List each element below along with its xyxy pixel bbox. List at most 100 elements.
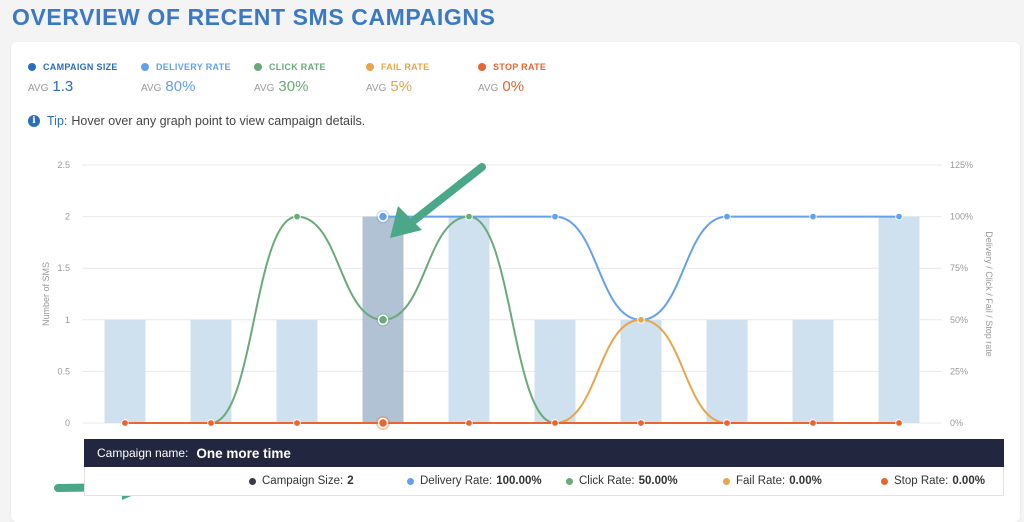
info-icon: i — [28, 115, 40, 127]
delivery-rate-point — [377, 211, 389, 222]
tooltip-item-label: Click Rate: — [579, 475, 635, 487]
stop-rate-point — [809, 419, 817, 427]
stop-rate-point — [551, 419, 559, 427]
y2-tick-label: 75% — [950, 263, 968, 273]
stat-value: 30% — [278, 78, 309, 95]
bar — [190, 319, 232, 423]
stat-value: 0% — [502, 78, 525, 95]
delivery-rate-point — [809, 212, 817, 221]
delivery-rate-point — [723, 212, 731, 221]
delivery-rate-point — [895, 212, 903, 221]
tip-line: i Tip: Hover over any graph point to vie… — [28, 114, 365, 128]
tooltip-item-campaign-size: Campaign Size: 2 — [249, 475, 354, 487]
y-tick-label: 0 — [65, 418, 70, 428]
annotation-arrow-head — [390, 206, 422, 238]
tooltip-item-value: 0.00% — [789, 475, 822, 487]
delivery-rate-dot-icon — [141, 63, 149, 71]
avg-label: AVG — [141, 83, 162, 94]
avg-label: AVG — [366, 83, 387, 94]
stat-label: FAIL RATE — [381, 62, 430, 72]
y2-tick-label: 50% — [950, 315, 968, 325]
bar — [534, 319, 576, 423]
fail-rate-point — [637, 316, 645, 324]
fail-rate-dot-icon — [366, 63, 374, 71]
stat-click-rate: CLICK RATE AVG 30% — [254, 62, 326, 95]
click-rate-dot-icon — [566, 477, 573, 485]
avg-label: AVG — [478, 83, 499, 94]
delivery-rate-point — [551, 212, 559, 221]
tooltip-item-click-rate: Click Rate: 50.00% — [566, 475, 678, 487]
tooltip-item-delivery-rate: Delivery Rate: 100.00% — [407, 475, 542, 487]
stat-label: CLICK RATE — [269, 62, 326, 72]
y-tick-label: 1 — [65, 315, 70, 325]
stop-rate-point — [637, 419, 645, 427]
tooltip-item-value: 50.00% — [638, 475, 678, 487]
fail-rate-dot-icon — [723, 477, 730, 485]
click-rate-point — [293, 212, 301, 221]
y-tick-label: 2 — [65, 212, 70, 222]
tooltip-item-label: Delivery Rate: — [420, 475, 493, 487]
tip-key: Tip: — [47, 114, 68, 128]
y2-tick-label: 25% — [950, 366, 968, 376]
stop-rate-dot-icon — [478, 63, 486, 71]
stat-value: 80% — [165, 78, 196, 95]
tooltip-item-fail-rate: Fail Rate: 0.00% — [723, 475, 822, 487]
y2-tick-label: 125% — [950, 160, 973, 170]
tooltip-item-label: Fail Rate: — [736, 475, 786, 487]
y2-tick-label: 0% — [950, 418, 963, 428]
y-tick-label: 2.5 — [57, 160, 70, 170]
campaign-name: One more time — [196, 445, 291, 461]
campaign-size-dot-icon — [249, 477, 256, 485]
stat-campaign-size: CAMPAIGN SIZE AVG 1.3 — [28, 62, 118, 95]
tooltip-body: Campaign Size: 2 Delivery Rate: 100.00% Cl… — [84, 467, 1004, 496]
stat-label: DELIVERY RATE — [156, 62, 231, 72]
bar — [792, 319, 834, 423]
avg-label: AVG — [28, 83, 49, 94]
tip-text: Hover over any graph point to view campa… — [71, 114, 366, 128]
bar — [620, 319, 662, 423]
bar — [276, 319, 318, 423]
y2-axis-title: Delivery / Click / Fail / Stop rate — [984, 231, 994, 357]
tooltip-item-value: 100.00% — [496, 475, 542, 487]
tooltip-item-label: Campaign Size: — [262, 475, 344, 487]
tooltip-item-label: Stop Rate: — [894, 475, 949, 487]
click-rate-dot-icon — [254, 63, 262, 71]
stop-rate-point — [465, 419, 473, 427]
stop-rate-point — [895, 419, 903, 427]
tooltip-item-value: 2 — [347, 475, 354, 487]
stop-rate-point — [377, 417, 389, 429]
y-tick-label: 0.5 — [57, 366, 70, 376]
campaign-name-label: Campaign name: — [97, 446, 189, 460]
bar — [878, 216, 920, 423]
stat-delivery-rate: DELIVERY RATE AVG 80% — [141, 62, 231, 95]
annotation-arrow-shaft — [408, 163, 486, 226]
page-title: OVERVIEW OF RECENT SMS CAMPAIGNS — [12, 4, 496, 30]
click-rate-point — [377, 314, 389, 326]
stat-stop-rate: STOP RATE AVG 0% — [478, 62, 546, 95]
stat-value: 1.3 — [52, 78, 74, 95]
stop-rate-point — [723, 419, 731, 427]
bar — [706, 319, 748, 423]
campaign-tooltip: Campaign name: One more time Campaign Si… — [84, 439, 1004, 499]
bar — [104, 319, 146, 423]
tooltip-header: Campaign name: One more time — [84, 439, 1004, 467]
stop-rate-point — [121, 419, 129, 427]
stat-label: STOP RATE — [493, 62, 547, 72]
stop-rate-point — [293, 419, 301, 427]
bar — [448, 216, 490, 423]
stat-fail-rate: FAIL RATE AVG 5% — [366, 62, 429, 95]
tooltip-item-stop-rate: Stop Rate: 0.00% — [881, 475, 985, 487]
y-axis-title: Number of SMS — [41, 262, 51, 326]
stop-rate-point — [207, 419, 215, 427]
tooltip-item-value: 0.00% — [952, 475, 985, 487]
click-rate-point — [465, 212, 473, 221]
stat-label: CAMPAIGN SIZE — [43, 62, 118, 72]
stop-rate-dot-icon — [881, 477, 888, 485]
campaign-size-dot-icon — [28, 63, 36, 71]
stat-value: 5% — [390, 78, 413, 95]
avg-label: AVG — [254, 83, 275, 94]
delivery-rate-dot-icon — [407, 477, 414, 485]
y-tick-label: 1.5 — [57, 263, 70, 273]
y2-tick-label: 100% — [950, 212, 973, 222]
